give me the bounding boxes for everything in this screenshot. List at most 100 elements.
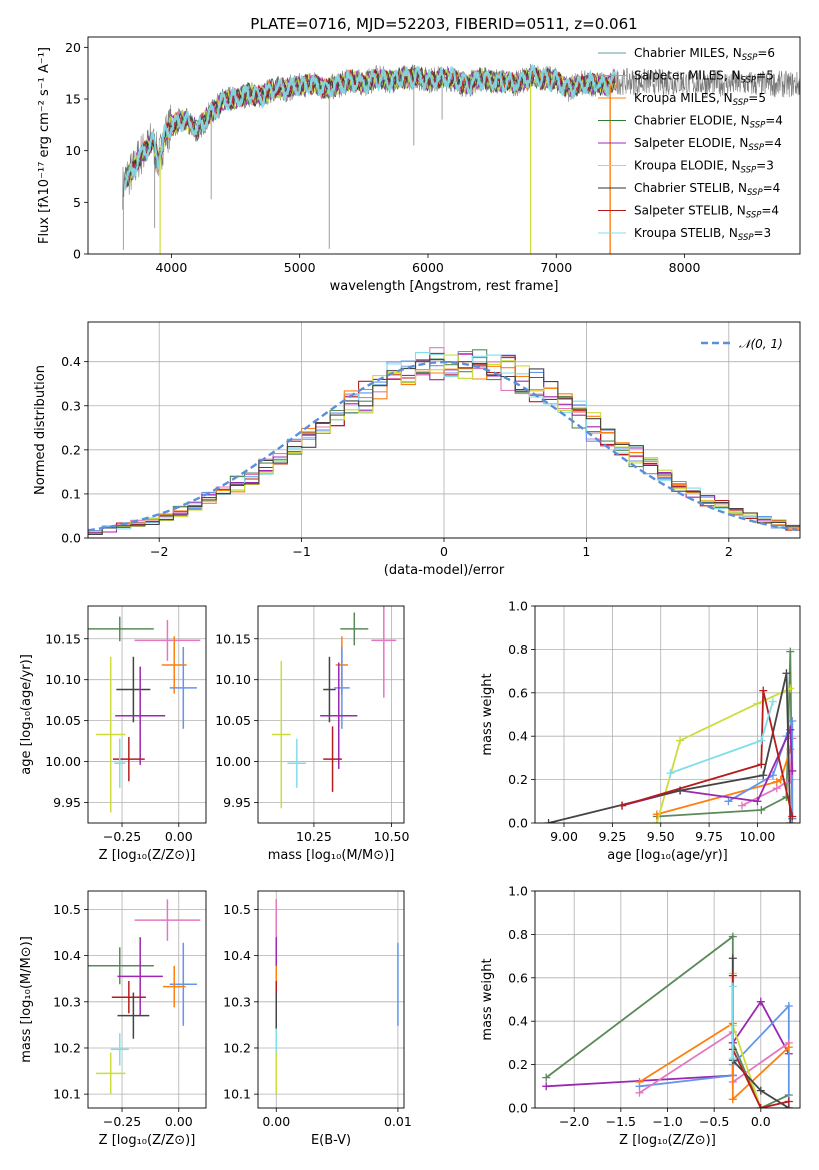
spectrum-xtick-label: 6000 <box>412 260 444 275</box>
mass_weight_vs_Z-xtick-label: 0.0 <box>751 1114 771 1129</box>
age_vs_Z-plot-area <box>88 616 201 813</box>
legend-label-value: =3 <box>754 226 772 240</box>
legend-label-sub: SSP <box>747 188 763 198</box>
mass_vs_ebv-ytick-label: 10.5 <box>223 902 251 917</box>
mass_weight_vs_Z-ytick-label: 1.0 <box>508 884 528 899</box>
residuals-ytick-label: 0.2 <box>61 442 81 457</box>
mass-weight-marker <box>784 1002 793 1011</box>
age_vs_mass-xtick-label: 10.25 <box>296 829 332 844</box>
age_vs_Z-ytick-label: 9.95 <box>53 795 81 810</box>
mass_vs_Z-xtick-label: −0.25 <box>103 1114 141 1129</box>
legend-label-value: =6 <box>757 46 775 60</box>
legend-label: Chabrier ELODIE, NSSP=4 <box>634 114 783 131</box>
legend-label: Kroupa ELODIE, NSSP=3 <box>634 159 774 176</box>
mass_weight_vs_Z-xtick-label: −2.0 <box>559 1114 589 1129</box>
legend-label-sub: SSP <box>746 211 762 221</box>
legend-label-value: =4 <box>763 181 781 195</box>
mass_weight_vs_Z-ylabel: mass weight <box>480 958 495 1040</box>
model-spectrum-line <box>124 67 616 187</box>
mass_vs_Z-plot-area <box>88 899 201 1095</box>
legend-label-value: =5 <box>756 69 774 83</box>
mass-weight-marker <box>756 997 765 1006</box>
residuals-xtick-label: 0 <box>440 544 448 559</box>
legend-label-text: Kroupa ELODIE, N <box>634 159 741 173</box>
mass-weight-marker <box>728 954 737 963</box>
legend-label-text: Kroupa STELIB, N <box>634 226 738 240</box>
mass-weight-line <box>741 738 794 807</box>
mass-weight-marker <box>756 1104 765 1108</box>
mass-weight-marker <box>756 1086 765 1095</box>
mass-weight-marker <box>728 982 737 991</box>
mass-weight-marker <box>784 1043 793 1052</box>
residuals-ytick-label: 0.3 <box>61 398 81 413</box>
mass_vs_Z-ytick-label: 10.3 <box>53 994 81 1009</box>
mass_weight_vs_age-panel: 9.00 9.25 9.50 9.75 10.00 0.0 0.2 0.4 0.6 0.8 1.0 a… <box>480 599 801 863</box>
spectrum-xtick-label: 8000 <box>669 260 701 275</box>
residuals-frame <box>87 321 801 539</box>
mass-weight-marker <box>676 736 685 745</box>
mass-weight-marker <box>757 736 766 745</box>
legend-label-sub: SSP <box>748 143 764 153</box>
mass_weight_vs_age-xtick-label: 9.00 <box>550 829 578 844</box>
mass-weight-marker <box>753 699 762 708</box>
spectrum-ytick-label: 0 <box>73 247 81 262</box>
mass-weight-line <box>621 690 794 817</box>
legend-label: Salpeter STELIB, NSSP=4 <box>634 204 779 221</box>
mass_weight_vs_age-ylabel: mass weight <box>480 673 495 755</box>
legend-label-sub: SSP <box>741 166 757 176</box>
mass_weight_vs_age-plot-area <box>544 647 797 823</box>
spectrum-xtick-label: 4000 <box>155 260 187 275</box>
mass_weight_vs_age-xtick-label: 9.50 <box>647 829 675 844</box>
mass_weight_vs_age-ytick-label: 1.0 <box>508 599 528 614</box>
spectrum-xlabel: wavelength [Angstrom, rest frame] <box>330 279 559 294</box>
mass-weight-marker <box>635 1077 644 1086</box>
residuals-panel: −2 −1 0 1 2 0.0 0.1 0.2 0.3 0.4 (data-model)/error… <box>33 321 801 578</box>
mass_weight_vs_age-ytick-label: 0.4 <box>508 729 528 744</box>
mass_vs_Z-ylabel: mass [log₁₀(M/M⊙)] <box>19 936 34 1063</box>
mass-weight-marker <box>782 669 791 678</box>
residuals-plot-area <box>88 347 800 535</box>
residuals-xtick-label: 2 <box>725 544 733 559</box>
normal-distribution-curve <box>88 360 798 532</box>
mass_weight_vs_Z-ytick-label: 0.2 <box>508 1057 528 1072</box>
mass_vs_Z-frame <box>87 890 207 1109</box>
legend-label: Kroupa STELIB, NSSP=3 <box>634 226 771 243</box>
mass-weight-marker <box>759 686 768 695</box>
legend-label-text: Chabrier STELIB, N <box>634 181 747 195</box>
mass_weight_vs_Z-panel: −2.0 −1.5 −1.0 −0.5 0.0 0.0 0.2 0.4 0.6 0.8 1.0 Z [… <box>480 884 801 1148</box>
mass_vs_ebv-xtick-label: 0.00 <box>262 1114 290 1129</box>
mass-weight-marker <box>786 819 795 823</box>
mass-weight-line <box>656 687 791 823</box>
mass_vs_ebv-ytick-label: 10.2 <box>223 1040 251 1055</box>
mass_vs_Z-ytick-label: 10.4 <box>53 948 81 963</box>
age_vs_mass-ytick-label: 10.00 <box>215 754 251 769</box>
mass_weight_vs_Z-xtick-label: −1.5 <box>606 1114 636 1129</box>
legend-label-sub: SSP <box>733 98 749 108</box>
mass-weight-marker <box>728 932 737 941</box>
mass_weight_vs_age-frame <box>534 605 801 824</box>
residuals-xtick-label: −2 <box>150 544 168 559</box>
legend-label-value: =5 <box>748 91 766 105</box>
mass-weight-marker <box>728 1095 737 1104</box>
spectrum-xtick-label: 7000 <box>540 260 572 275</box>
residuals-xtick-label: 1 <box>582 544 590 559</box>
mass_weight_vs_Z-ytick-label: 0.4 <box>508 1014 528 1029</box>
mass_vs_ebv-xlabel: E(B-V) <box>311 1133 351 1148</box>
mass_weight_vs_Z-xtick-label: −0.5 <box>699 1114 729 1129</box>
mass_vs_Z-ytick-label: 10.1 <box>53 1087 81 1102</box>
chart-title: PLATE=0716, MJD=52203, FIBERID=0511, z=0… <box>250 15 637 33</box>
spectrum-ytick-label: 10 <box>65 143 81 158</box>
mass-weight-marker <box>728 971 737 980</box>
legend-label-value: =4 <box>764 136 782 150</box>
age_vs_mass-ytick-label: 10.15 <box>215 631 251 646</box>
residuals-ytick-label: 0.0 <box>61 531 81 546</box>
spectrum-xtick-label: 5000 <box>284 260 316 275</box>
mass-weight-marker <box>788 717 797 726</box>
mass-weight-marker <box>728 1054 737 1063</box>
mass_weight_vs_Z-plot-area <box>542 932 793 1108</box>
mass_weight_vs_Z-xlabel: Z [log₁₀(Z/Z⊙)] <box>619 1133 716 1148</box>
mass-weight-marker <box>757 805 766 814</box>
mass_weight_vs_age-ytick-label: 0.0 <box>508 816 528 831</box>
mass_weight_vs_age-ytick-label: 0.6 <box>508 685 528 700</box>
